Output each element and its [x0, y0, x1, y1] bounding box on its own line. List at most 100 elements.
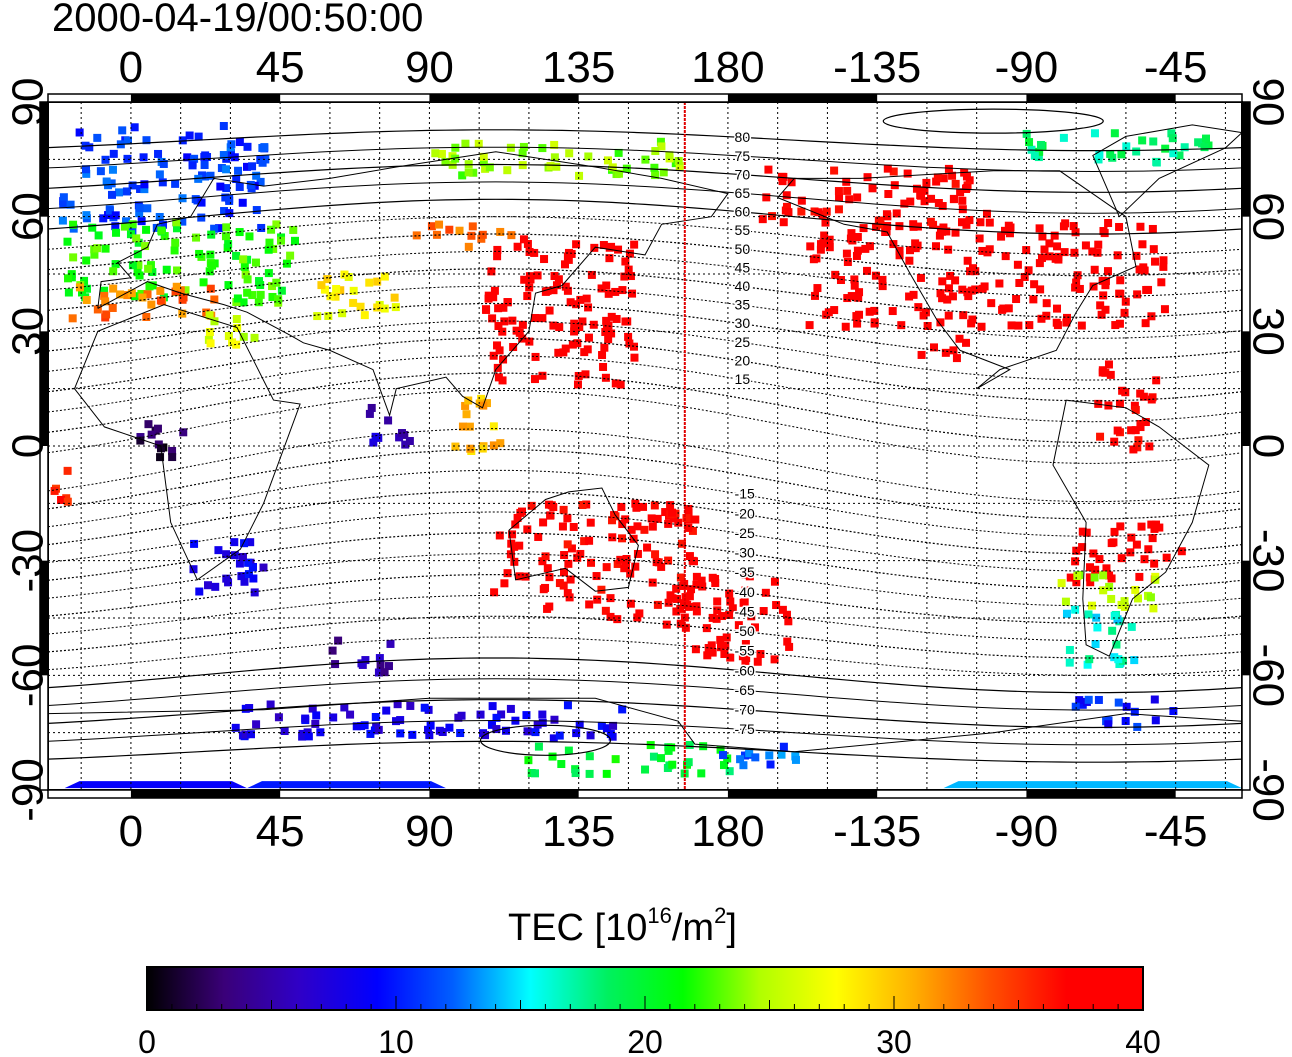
tec-cell [952, 354, 961, 363]
mag-contour [47, 469, 1243, 537]
tec-cell [550, 153, 559, 162]
tec-cell [1094, 695, 1103, 704]
tec-cell [566, 575, 575, 584]
mag-contour [47, 250, 1243, 298]
tec-cell [606, 594, 615, 603]
mag-contour [47, 428, 1243, 503]
tec-cell [366, 729, 375, 738]
x-tick-label-top: 90 [405, 43, 454, 92]
tec-cell [144, 264, 153, 273]
tec-cell [144, 420, 153, 429]
tec-cell [586, 731, 595, 740]
tec-cell [408, 730, 417, 739]
tec-cell [639, 502, 648, 511]
mag-contour [47, 594, 1243, 642]
tec-cell [101, 297, 110, 306]
tec-cell [962, 338, 971, 347]
tec-cell [875, 216, 884, 225]
tec-cell [122, 187, 131, 196]
tec-cell [245, 232, 254, 241]
tec-cell [1092, 613, 1101, 622]
tec-cell [606, 612, 615, 621]
tec-cell [854, 293, 863, 302]
tec-cell [585, 600, 594, 609]
tec-cell [462, 410, 471, 419]
colorbar-title: TEC [1016/m2] [508, 903, 737, 949]
tec-cell [1053, 304, 1062, 313]
tec-cell [522, 711, 531, 720]
tec-cell [560, 568, 569, 577]
tec-cell [583, 345, 592, 354]
tec-cell [668, 594, 677, 603]
tec-cell [134, 260, 143, 269]
tec-cell [549, 286, 558, 295]
tec-cell [396, 716, 405, 725]
tec-cell [1014, 321, 1023, 330]
tec-cell [734, 621, 743, 630]
tec-cell [1061, 597, 1070, 606]
tec-cell [958, 196, 967, 205]
tec-cell [156, 286, 165, 295]
tec-cell [373, 277, 382, 286]
tec-cell [920, 197, 929, 206]
tec-cell [211, 582, 220, 591]
tec-cell [538, 314, 547, 323]
tec-cell [1001, 252, 1010, 261]
tec-cell [1106, 149, 1115, 158]
coastline [1092, 124, 1244, 218]
tec-cell [123, 154, 132, 163]
tec-cell [215, 224, 224, 233]
tec-cell [461, 139, 470, 148]
tec-cell [602, 321, 611, 330]
tec-cell [648, 522, 657, 531]
tec-cell [464, 168, 473, 177]
tec-cell [543, 286, 552, 295]
mag-lat-label: 20 [735, 352, 751, 368]
tec-cell [205, 328, 214, 337]
tec-cell [584, 152, 593, 161]
tec-cell [836, 276, 845, 285]
tec-cell [914, 303, 923, 312]
tec-cell [226, 149, 235, 158]
tec-cell [240, 577, 249, 586]
tec-cell [1130, 401, 1139, 410]
tec-cell [847, 229, 856, 238]
mag-lat-label: 70 [735, 166, 751, 182]
tec-cell [239, 255, 248, 264]
tec-cell [1107, 539, 1116, 548]
tec-cell [1103, 267, 1112, 276]
tec-cell [1137, 522, 1146, 531]
tec-cell [713, 597, 722, 606]
tec-cell [515, 328, 524, 337]
tec-cell [308, 704, 317, 713]
tec-cell [625, 339, 634, 348]
tec-cell [703, 651, 712, 660]
tec-cell [531, 728, 540, 737]
y-tick-label-right: 30 [1244, 307, 1292, 356]
tec-cell [922, 178, 931, 187]
y-tick-label-right: 90 [1244, 78, 1292, 127]
tec-cell [1113, 426, 1122, 435]
tec-cell [1053, 242, 1062, 251]
tec-cell [665, 151, 674, 160]
mag-lat-label: -45 [735, 603, 755, 619]
tec-cell [1057, 579, 1066, 588]
colorbar-tick-label: 20 [627, 1024, 663, 1057]
tec-cell [225, 209, 234, 218]
tec-cell [563, 286, 572, 295]
tec-cell [1121, 388, 1130, 397]
tec-cell [650, 501, 659, 510]
tec-cell [1134, 436, 1143, 445]
tec-cell [1141, 418, 1150, 427]
tec-cell [1127, 622, 1136, 631]
tec-cell [611, 755, 620, 764]
tec-cell [248, 291, 257, 300]
tec-cell [1108, 626, 1117, 635]
tec-cell [158, 178, 167, 187]
tec-cell [697, 769, 706, 778]
tec-cell [609, 721, 618, 730]
tec-cell [951, 276, 960, 285]
tec-cell [770, 577, 779, 586]
tec-cell [607, 242, 616, 251]
tec-cell [592, 572, 601, 581]
